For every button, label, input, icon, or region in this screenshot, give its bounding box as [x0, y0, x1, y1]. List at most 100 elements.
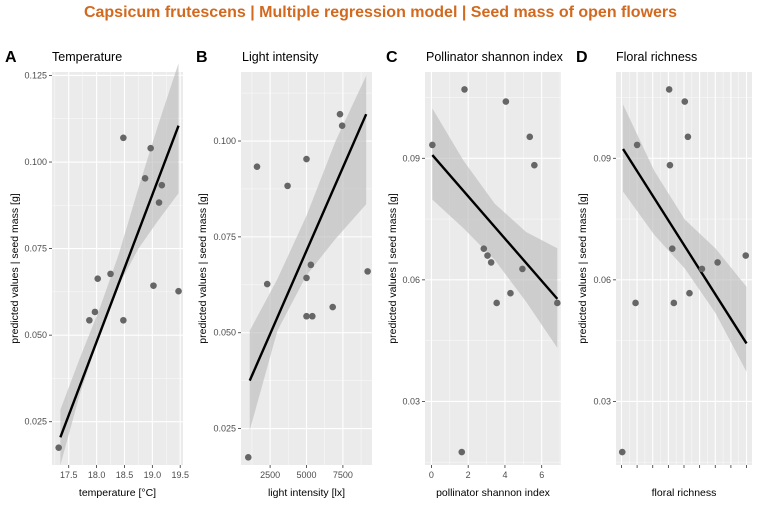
panel-letter: A — [5, 49, 17, 66]
y-tick-label: 0.050 — [24, 330, 47, 340]
data-point — [284, 182, 291, 190]
confidence-band — [60, 63, 179, 466]
panel-title: Light intensity — [242, 50, 319, 64]
y-axis-label: predicted values | seed mass [g] — [387, 193, 399, 343]
panel-d — [613, 72, 752, 468]
y-axis-label: predicted values | seed mass [g] — [197, 193, 209, 343]
data-point — [86, 316, 93, 324]
data-point — [175, 287, 182, 295]
data-point — [684, 133, 692, 141]
data-point — [632, 299, 639, 307]
data-point — [91, 308, 99, 316]
data-point — [429, 141, 436, 149]
regression-line — [622, 148, 748, 345]
data-point — [303, 274, 310, 282]
data-point — [55, 444, 62, 451]
x-tick-label: 0 — [429, 470, 434, 480]
data-point — [742, 252, 750, 259]
x-tick-label: 4 — [502, 470, 507, 480]
regression-line — [431, 154, 559, 300]
data-point — [147, 144, 154, 152]
y-axis-label: predicted values | seed mass [g] — [9, 193, 21, 343]
panel-letter: C — [386, 49, 398, 66]
regression-line — [59, 125, 180, 438]
data-point — [336, 110, 344, 118]
x-tick-label: 19.0 — [144, 470, 162, 480]
panel-a — [49, 63, 183, 468]
data-point — [155, 199, 163, 206]
data-point — [531, 161, 538, 169]
figure-title: Capsicum frutescens | Multiple regressio… — [83, 4, 678, 21]
data-point — [94, 275, 102, 283]
data-point — [150, 282, 157, 289]
data-point — [263, 280, 271, 288]
x-tick-label: 19.5 — [171, 470, 189, 480]
y-tick-label: 0.050 — [213, 328, 236, 338]
x-axis-label: light intensity [lx] — [268, 487, 345, 499]
y-tick-label: 0.100 — [24, 157, 47, 167]
data-point — [507, 289, 514, 297]
panel-b — [238, 72, 372, 468]
data-point — [480, 245, 488, 252]
data-point — [309, 312, 316, 320]
y-tick-label: 0.100 — [213, 136, 236, 146]
y-tick-label: 0.03 — [593, 396, 611, 406]
data-point — [554, 299, 561, 307]
x-tick-label: 7500 — [333, 470, 353, 480]
y-tick-label: 0.09 — [402, 153, 420, 163]
data-point — [666, 161, 674, 169]
data-point — [253, 163, 261, 171]
x-axis-label: pollinator shannon index — [436, 487, 551, 499]
data-point — [526, 133, 534, 141]
panel-title: Pollinator shannon index — [426, 50, 564, 64]
panel-title: Temperature — [52, 50, 122, 64]
data-point — [303, 155, 310, 163]
x-axis-label: floral richness — [652, 487, 717, 499]
data-point — [458, 448, 466, 456]
data-point — [670, 299, 678, 307]
data-point — [364, 268, 371, 275]
y-tick-label: 0.075 — [213, 232, 236, 242]
data-point — [714, 259, 721, 266]
confidence-band — [249, 75, 367, 431]
data-point — [502, 98, 510, 105]
x-tick-label: 6 — [539, 470, 544, 480]
y-tick-label: 0.03 — [402, 396, 420, 406]
panel-c — [422, 72, 561, 468]
data-point — [665, 86, 673, 93]
data-point — [461, 86, 468, 93]
data-point — [329, 303, 337, 311]
data-point — [487, 259, 495, 266]
y-axis-label: predicted values | seed mass [g] — [577, 193, 589, 343]
data-point — [338, 122, 346, 129]
data-point — [484, 252, 491, 259]
y-tick-label: 0.06 — [593, 275, 611, 285]
data-point — [120, 316, 127, 324]
panel-letter: D — [576, 49, 588, 66]
y-tick-label: 0.025 — [213, 424, 236, 434]
x-tick-label: 2 — [466, 470, 471, 480]
y-tick-label: 0.06 — [402, 275, 420, 285]
x-tick-label: 18.0 — [88, 470, 106, 480]
data-point — [244, 454, 252, 461]
x-tick-label: 5000 — [296, 470, 316, 480]
x-axis-label: temperature [°C] — [79, 487, 156, 499]
y-tick-label: 0.125 — [24, 70, 47, 80]
y-tick-label: 0.025 — [24, 417, 47, 427]
panel-title: Floral richness — [616, 50, 697, 64]
data-point — [668, 245, 676, 252]
data-point — [618, 448, 626, 456]
y-tick-label: 0.09 — [593, 153, 611, 163]
data-point — [633, 141, 641, 149]
data-point — [107, 270, 114, 278]
data-point — [686, 289, 693, 297]
data-point — [307, 261, 315, 269]
regression-line — [248, 113, 368, 382]
data-point — [493, 299, 500, 307]
data-point — [519, 265, 526, 273]
confidence-band — [623, 104, 747, 372]
data-point — [141, 175, 149, 182]
x-tick-label: 18.5 — [116, 470, 134, 480]
data-point — [698, 265, 706, 273]
